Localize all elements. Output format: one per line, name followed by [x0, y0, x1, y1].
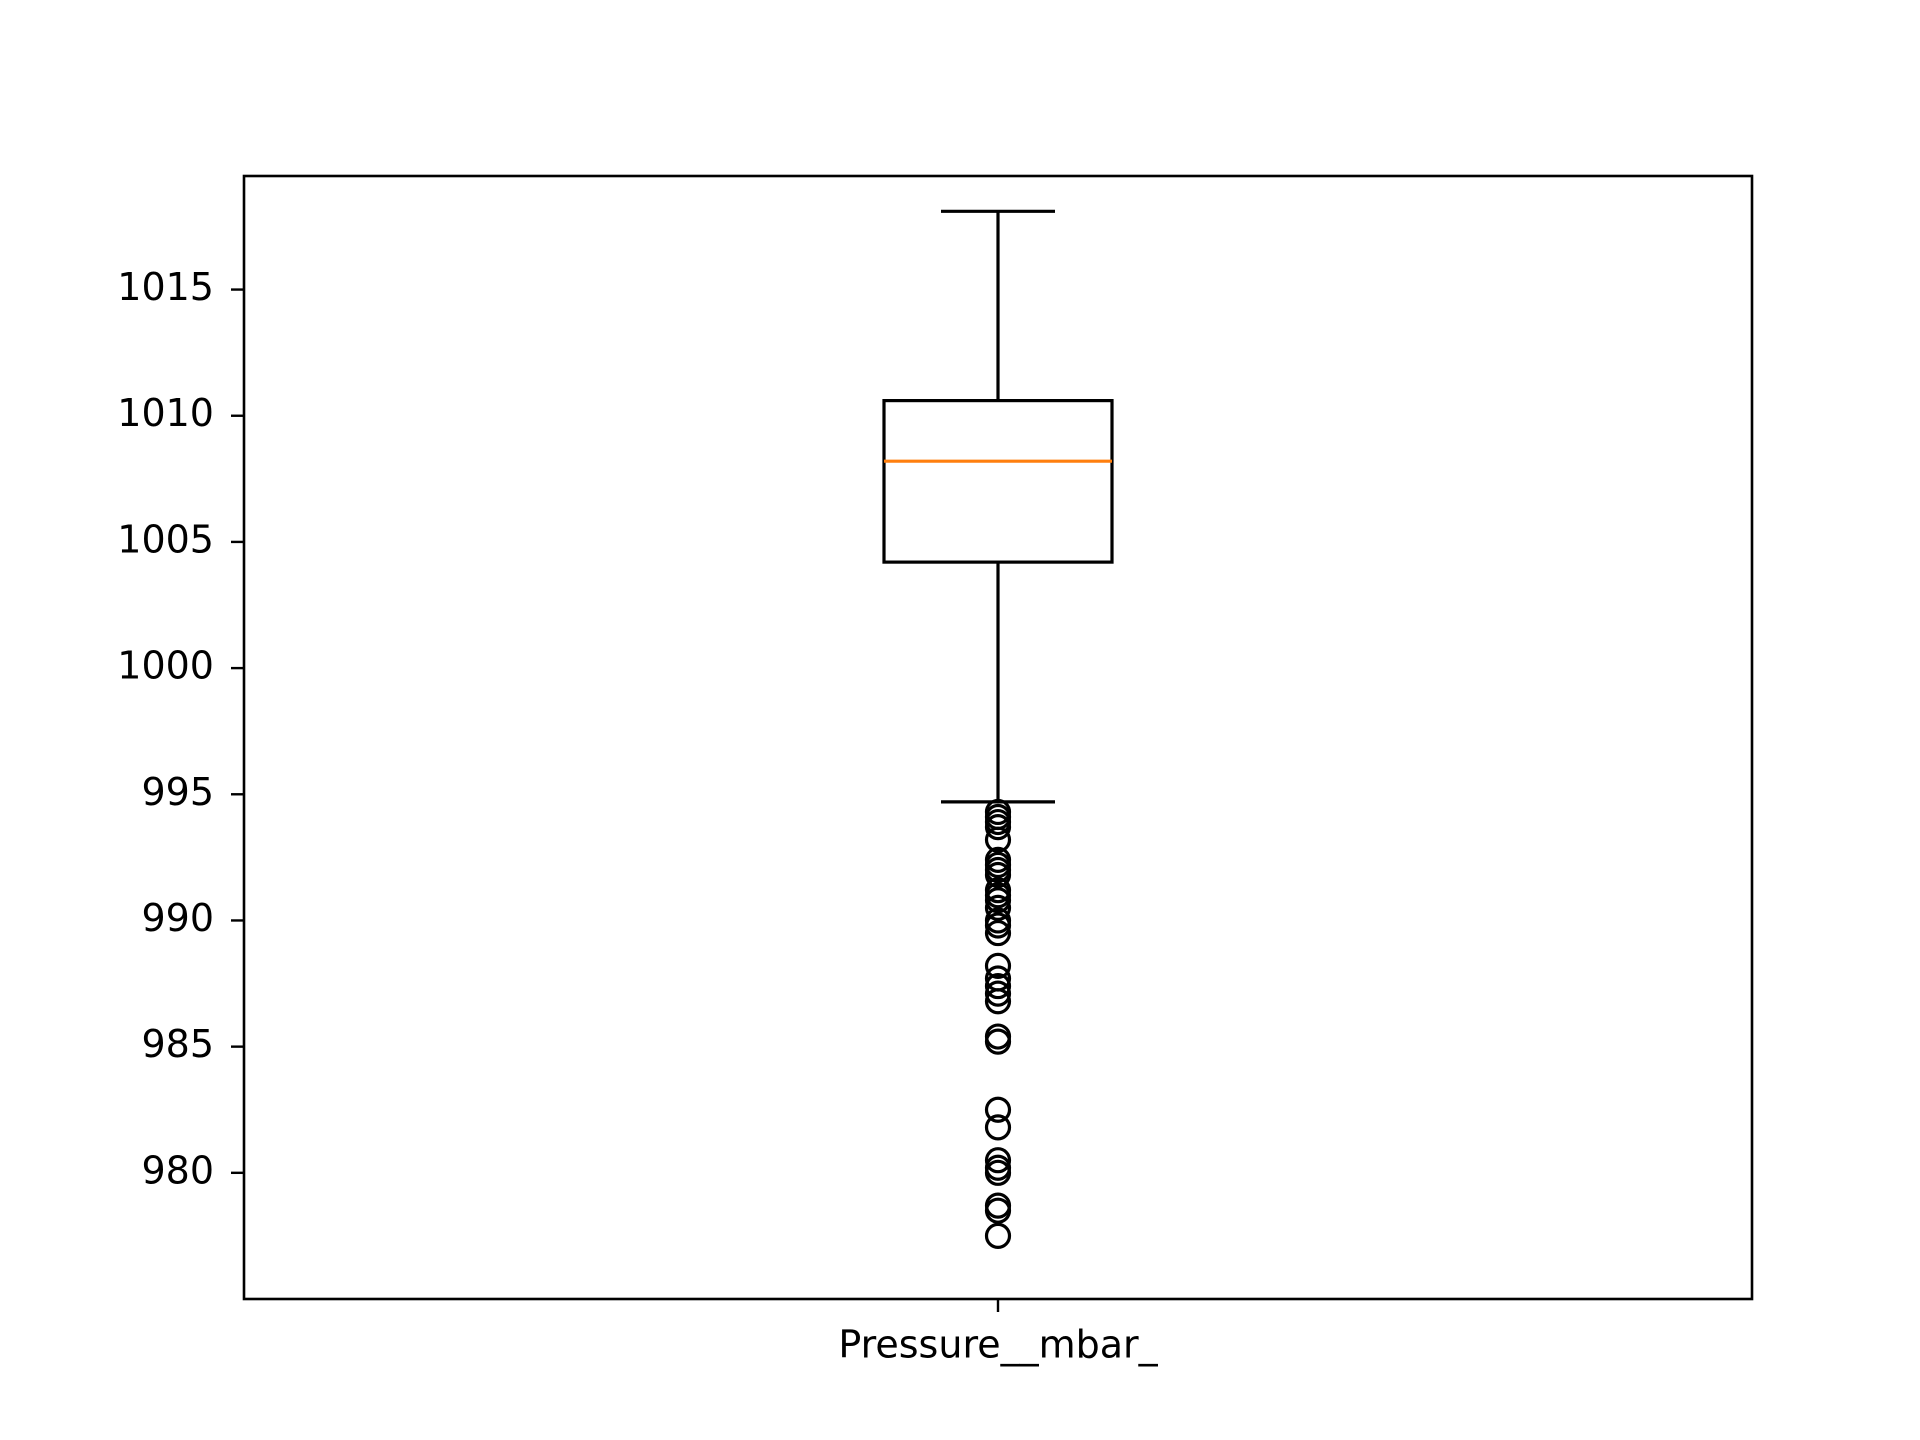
x-tick-label: Pressure__mbar_ — [838, 1323, 1158, 1367]
y-tick-label: 1010 — [117, 391, 214, 435]
y-tick-label: 990 — [141, 896, 214, 940]
y-tick-label: 1015 — [117, 265, 214, 309]
y-tick-label: 995 — [141, 770, 214, 814]
y-tick-label: 1005 — [117, 517, 214, 561]
y-tick-label: 985 — [141, 1022, 214, 1066]
y-tick-label: 1000 — [117, 644, 214, 688]
y-tick-label: 980 — [141, 1148, 214, 1192]
